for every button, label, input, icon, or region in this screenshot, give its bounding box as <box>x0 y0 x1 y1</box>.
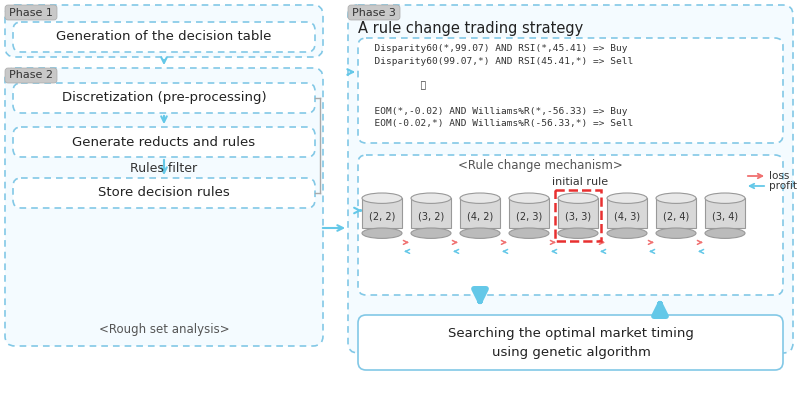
Text: Discretization (pre-processing): Discretization (pre-processing) <box>62 91 266 104</box>
Ellipse shape <box>656 228 696 239</box>
Text: initial rule: initial rule <box>552 177 608 187</box>
FancyBboxPatch shape <box>509 198 549 228</box>
FancyBboxPatch shape <box>358 315 783 370</box>
Ellipse shape <box>607 193 647 203</box>
Text: (3, 4): (3, 4) <box>712 212 738 222</box>
FancyBboxPatch shape <box>348 5 793 353</box>
Text: Generate reducts and rules: Generate reducts and rules <box>73 135 255 148</box>
FancyBboxPatch shape <box>13 127 315 157</box>
FancyBboxPatch shape <box>460 198 500 228</box>
Text: Searching the optimal market timing
using genetic algorithm: Searching the optimal market timing usin… <box>448 327 694 359</box>
Text: (4, 3): (4, 3) <box>614 212 640 222</box>
Ellipse shape <box>509 193 549 203</box>
FancyBboxPatch shape <box>607 198 647 228</box>
Text: Disparity60(*,99.07) AND RSI(*,45.41) => Buy
  Disparity60(99.07,*) AND RSI(45.4: Disparity60(*,99.07) AND RSI(*,45.41) =>… <box>363 44 634 128</box>
FancyBboxPatch shape <box>13 83 315 113</box>
FancyBboxPatch shape <box>348 5 400 20</box>
Text: <Rough set analysis>: <Rough set analysis> <box>98 324 230 337</box>
Text: loss: loss <box>769 171 790 181</box>
Bar <box>555 190 601 241</box>
FancyBboxPatch shape <box>13 178 315 208</box>
Ellipse shape <box>656 193 696 203</box>
Text: (2, 3): (2, 3) <box>516 212 542 222</box>
Ellipse shape <box>558 228 598 239</box>
Text: (3, 2): (3, 2) <box>418 212 444 222</box>
Text: (3, 3): (3, 3) <box>565 212 591 222</box>
Text: <Rule change mechanism>: <Rule change mechanism> <box>458 160 622 173</box>
FancyBboxPatch shape <box>362 198 402 228</box>
FancyBboxPatch shape <box>705 198 745 228</box>
FancyBboxPatch shape <box>5 68 57 83</box>
FancyBboxPatch shape <box>13 22 315 52</box>
Text: (2, 4): (2, 4) <box>663 212 689 222</box>
Ellipse shape <box>509 228 549 239</box>
Ellipse shape <box>411 228 451 239</box>
Text: Store decision rules: Store decision rules <box>98 187 230 200</box>
Text: Phase 1: Phase 1 <box>9 8 53 17</box>
Text: Generation of the decision table: Generation of the decision table <box>56 31 272 44</box>
Ellipse shape <box>705 193 745 203</box>
Ellipse shape <box>411 193 451 203</box>
FancyBboxPatch shape <box>656 198 696 228</box>
Ellipse shape <box>362 228 402 239</box>
Text: (4, 2): (4, 2) <box>467 212 493 222</box>
FancyBboxPatch shape <box>5 68 323 346</box>
Text: A rule change trading strategy: A rule change trading strategy <box>358 21 583 35</box>
FancyBboxPatch shape <box>411 198 451 228</box>
FancyBboxPatch shape <box>558 198 598 228</box>
Ellipse shape <box>362 193 402 203</box>
FancyBboxPatch shape <box>5 5 323 57</box>
Ellipse shape <box>607 228 647 239</box>
Ellipse shape <box>460 228 500 239</box>
FancyBboxPatch shape <box>358 155 783 295</box>
Ellipse shape <box>460 193 500 203</box>
Ellipse shape <box>558 193 598 203</box>
Text: Rules filter: Rules filter <box>130 162 198 175</box>
FancyBboxPatch shape <box>358 38 783 143</box>
Text: Phase 3: Phase 3 <box>352 8 396 17</box>
Text: Phase 2: Phase 2 <box>9 71 53 81</box>
Text: profit: profit <box>769 181 797 191</box>
Ellipse shape <box>705 228 745 239</box>
Text: (2, 2): (2, 2) <box>369 212 395 222</box>
FancyBboxPatch shape <box>5 5 57 20</box>
